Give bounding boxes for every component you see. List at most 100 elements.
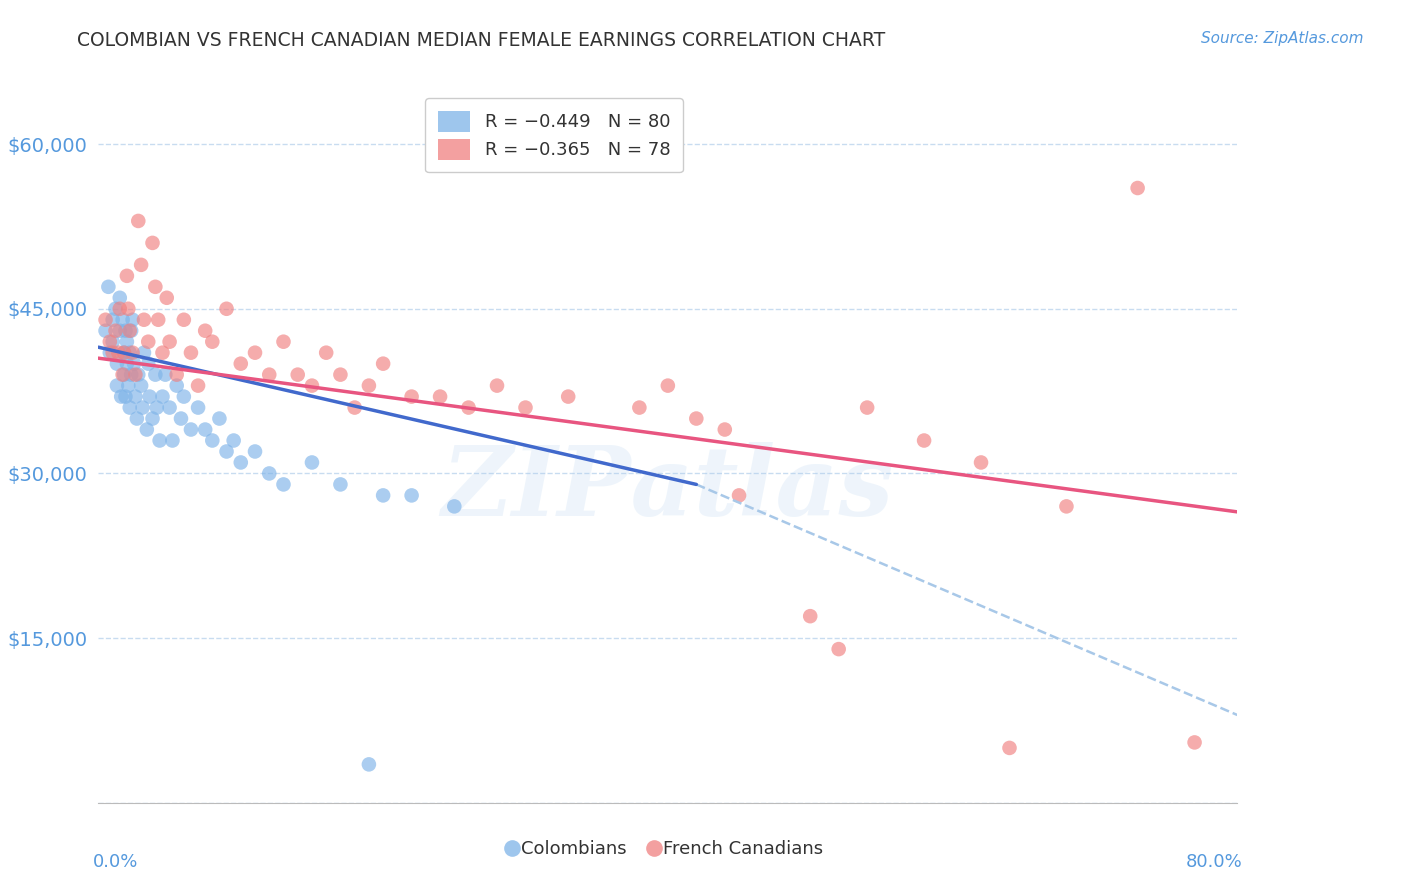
Point — [998, 740, 1021, 755]
Point — [159, 334, 181, 349]
Point — [315, 345, 337, 359]
Point — [159, 401, 181, 415]
Point — [115, 268, 138, 283]
Point — [98, 345, 121, 359]
Point — [115, 334, 138, 349]
Point — [141, 235, 163, 250]
Point — [104, 324, 127, 338]
Point — [118, 345, 141, 359]
Point — [259, 368, 281, 382]
Point — [1056, 500, 1078, 514]
Point — [118, 401, 141, 415]
Point — [124, 390, 146, 404]
Point — [97, 280, 120, 294]
Point — [166, 368, 188, 382]
Point — [94, 324, 117, 338]
Point — [515, 401, 537, 415]
Point — [114, 324, 136, 338]
Point — [243, 444, 266, 458]
Point — [115, 357, 138, 371]
Point — [145, 368, 167, 382]
Point — [125, 411, 148, 425]
Point — [194, 324, 217, 338]
Point — [121, 312, 143, 326]
Point — [173, 390, 195, 404]
Point — [131, 401, 153, 415]
Point — [1184, 735, 1206, 749]
Point — [136, 334, 159, 349]
Point — [287, 368, 309, 382]
Point — [273, 334, 295, 349]
Point — [429, 390, 451, 404]
Point — [145, 280, 167, 294]
Point — [187, 378, 209, 392]
Point — [117, 378, 139, 392]
Point — [828, 642, 851, 657]
Point — [117, 301, 139, 316]
Point — [98, 334, 121, 349]
Point — [129, 378, 152, 392]
Point — [357, 378, 380, 392]
Point — [201, 334, 224, 349]
Point — [120, 368, 142, 382]
Point — [110, 390, 132, 404]
Point — [187, 401, 209, 415]
Point — [657, 378, 679, 392]
Point — [229, 357, 252, 371]
Point — [180, 423, 202, 437]
Point — [101, 334, 124, 349]
Text: COLOMBIAN VS FRENCH CANADIAN MEDIAN FEMALE EARNINGS CORRELATION CHART: COLOMBIAN VS FRENCH CANADIAN MEDIAN FEMA… — [77, 31, 886, 50]
Point — [141, 411, 163, 425]
Point — [108, 324, 131, 338]
Point — [201, 434, 224, 448]
Point — [127, 214, 149, 228]
Point — [114, 390, 136, 404]
Point — [912, 434, 935, 448]
Point — [166, 378, 188, 392]
Point — [108, 301, 131, 316]
Point — [728, 488, 751, 502]
Point — [329, 477, 352, 491]
Point — [136, 357, 159, 371]
Point — [243, 345, 266, 359]
Point — [600, 104, 623, 119]
Point — [121, 345, 143, 359]
Point — [215, 301, 238, 316]
Point — [215, 444, 238, 458]
Text: 0.0%: 0.0% — [93, 853, 138, 871]
Point — [101, 345, 124, 359]
Point — [401, 488, 423, 502]
Text: 80.0%: 80.0% — [1187, 853, 1243, 871]
Point — [111, 368, 134, 382]
Point — [138, 390, 160, 404]
Point — [112, 368, 135, 382]
Point — [173, 312, 195, 326]
Point — [129, 258, 152, 272]
Point — [301, 378, 323, 392]
Point — [373, 357, 395, 371]
Point — [301, 455, 323, 469]
Point — [112, 345, 135, 359]
Point — [101, 312, 124, 326]
Point — [132, 345, 155, 359]
Point — [685, 411, 707, 425]
Point — [122, 357, 145, 371]
Point — [229, 455, 252, 469]
Point — [146, 401, 169, 415]
Point — [105, 378, 128, 392]
Text: ZIP​atlas: ZIP​atlas — [441, 442, 894, 536]
Point — [1126, 181, 1149, 195]
Point — [135, 423, 157, 437]
Point — [557, 390, 579, 404]
Point — [970, 455, 993, 469]
Point — [357, 757, 380, 772]
Point — [486, 378, 509, 392]
Point — [170, 411, 193, 425]
Point — [124, 368, 146, 382]
Point — [799, 609, 821, 624]
Point — [373, 488, 395, 502]
Point — [194, 423, 217, 437]
Point — [628, 401, 651, 415]
Legend: Colombians, French Canadians: Colombians, French Canadians — [505, 833, 831, 865]
Point — [162, 434, 184, 448]
